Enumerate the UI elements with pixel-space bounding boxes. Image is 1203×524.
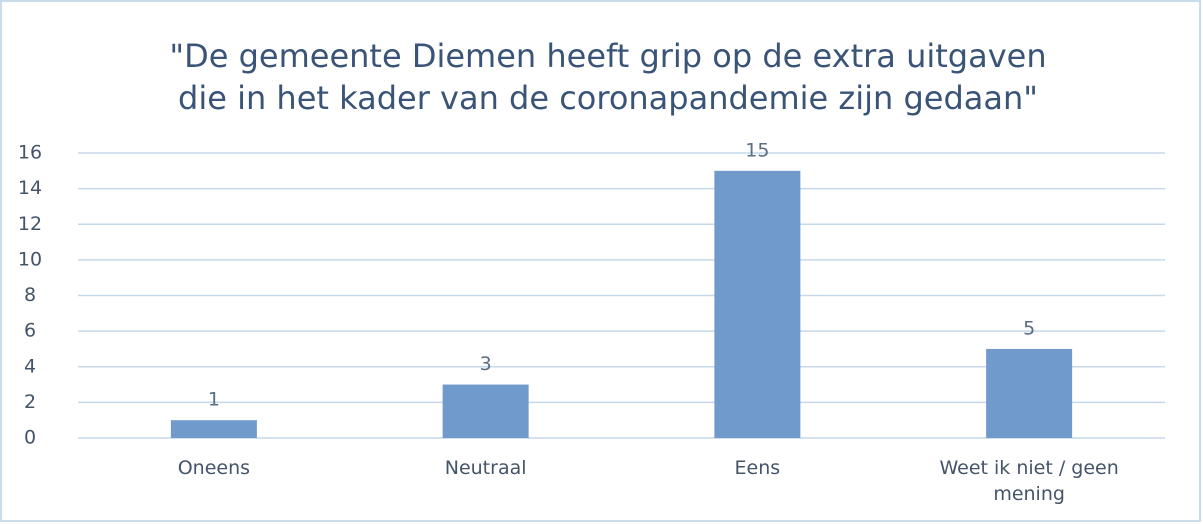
x-tick-label: Oneens <box>177 457 251 479</box>
y-tick-label: 8 <box>24 284 36 306</box>
x-tick-label: Neutraal <box>444 457 527 479</box>
y-tick-label: 0 <box>24 427 36 449</box>
chart-title: "De gemeente Diemen heeft grip op de ext… <box>169 37 1046 75</box>
chart-title: die in het kader van de coronapandemie z… <box>178 79 1038 117</box>
data-label: 5 <box>1023 317 1035 339</box>
data-label: 1 <box>208 389 220 411</box>
data-label: 3 <box>480 353 492 375</box>
data-label: 15 <box>745 139 769 161</box>
y-tick-label: 6 <box>24 320 36 342</box>
bar <box>986 348 1073 438</box>
y-tick-label: 10 <box>18 248 42 270</box>
bar <box>714 170 801 438</box>
bar <box>170 420 257 438</box>
y-tick-label: 12 <box>18 213 42 235</box>
y-tick-label: 14 <box>18 177 42 199</box>
y-tick-label: 16 <box>18 142 42 164</box>
y-tick-label: 4 <box>24 355 36 377</box>
x-tick-label: Eens <box>734 457 781 479</box>
x-tick-label: Weet ik niet / geen mening <box>939 457 1119 505</box>
bar <box>442 384 529 438</box>
y-tick-label: 2 <box>24 391 36 413</box>
